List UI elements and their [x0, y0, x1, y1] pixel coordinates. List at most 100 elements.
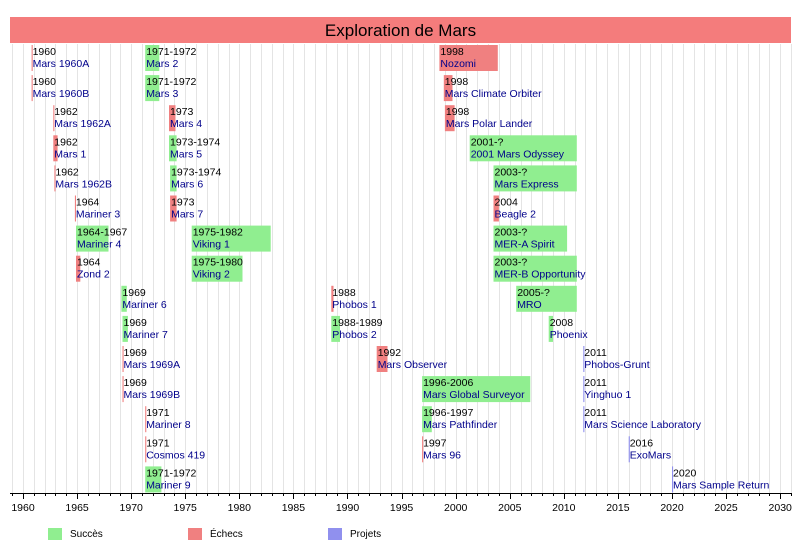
mission-dates-label: 2003-?	[495, 227, 528, 239]
mission-dates-label: 1971	[146, 437, 170, 449]
mission-dates-label: 1975-1982	[193, 227, 243, 239]
mission-name-label: Viking 2	[193, 269, 230, 281]
mission-bar	[121, 285, 127, 312]
mission-dates-label: 1988-1989	[332, 317, 382, 329]
mission-bar	[122, 346, 124, 372]
mission-dates-label: 1960	[33, 76, 57, 88]
mission-dates-label: 1971	[146, 407, 170, 419]
mission-bar	[444, 105, 455, 132]
mission-dates-label: 1988	[332, 287, 356, 299]
mission-bar	[145, 436, 147, 463]
mission-bar	[145, 45, 160, 71]
mission-dates-label: 2016	[630, 437, 654, 449]
mission-dates-label: 2011	[584, 407, 607, 419]
legend-swatch-failure	[188, 528, 202, 540]
mission-name-label: 2001 Mars Odyssey	[471, 148, 565, 160]
mission-name-label: Mariner 6	[122, 299, 167, 311]
x-tick-label: 1975	[174, 502, 198, 514]
x-tick-label: 1970	[120, 502, 144, 514]
mission-dates-label: 1964-1967	[77, 227, 127, 239]
mission-dates-label: 1998	[445, 76, 469, 88]
mission-dates-label: 1973-1974	[170, 136, 220, 148]
mission-name-label: Mariner 8	[146, 419, 191, 431]
mission-bar	[122, 376, 124, 403]
mission-bar	[628, 436, 630, 463]
mission-dates-label: 1973-1974	[171, 166, 221, 178]
mission-bar	[439, 45, 498, 71]
mission-bar	[422, 436, 424, 463]
x-tick-label: 2020	[660, 502, 684, 514]
mission-bar	[493, 195, 499, 222]
mission-name-label: Phobos 1	[332, 299, 377, 311]
mission-dates-label: 1964	[76, 197, 100, 209]
mission-bar	[74, 195, 76, 222]
mission-dates-label: 2003-?	[495, 166, 528, 178]
mission-dates-label: 1971-1972	[146, 467, 196, 479]
mission-name-label: Mars 3	[146, 88, 178, 100]
title-bar	[10, 17, 791, 43]
legend-swatch-success	[48, 528, 62, 540]
legend-label-success: Succès	[70, 529, 103, 540]
mission-bar	[145, 466, 162, 493]
x-tick-label: 1985	[282, 502, 306, 514]
mission-name-label: Zond 2	[77, 269, 110, 281]
mission-bar	[170, 165, 177, 192]
mission-bar	[493, 225, 568, 252]
mission-name-label: Mars 1962B	[55, 178, 112, 190]
mission-dates-label: 1962	[54, 136, 78, 148]
mission-bar	[583, 376, 585, 403]
mission-dates-label: 2008	[550, 317, 574, 329]
mission-name-label: Phoenix	[550, 329, 589, 341]
mission-name-label: Mariner 9	[146, 479, 191, 491]
mission-bar	[53, 105, 55, 132]
mission-bar	[493, 255, 577, 282]
mission-bar	[76, 225, 109, 252]
mission-name-label: Mars Science Laboratory	[584, 419, 701, 431]
mission-name-label: Mars Pathfinder	[423, 419, 498, 431]
mission-dates-label: 1971-1972	[146, 46, 196, 58]
mission-dates-label: 1962	[54, 106, 78, 118]
mission-bar	[170, 195, 177, 222]
x-tick-label: 2030	[769, 502, 793, 514]
mission-dates-label: 1975-1980	[193, 257, 243, 269]
mission-bar	[672, 466, 674, 493]
mission-name-label: Mars Express	[495, 178, 559, 190]
mission-name-label: Mars 7	[171, 209, 203, 221]
mission-bar	[376, 346, 388, 372]
mission-bar	[422, 376, 531, 403]
mission-name-label: Yinghuo 1	[584, 389, 631, 401]
mission-bar	[331, 285, 334, 312]
mission-dates-label: 1969	[124, 347, 148, 359]
mission-name-label: Mars Climate Orbiter	[445, 88, 542, 100]
mission-bar	[169, 135, 177, 162]
mission-bar	[469, 135, 577, 162]
mission-dates-label: 1969	[122, 287, 146, 299]
mission-dates-label: 2003-?	[495, 257, 528, 269]
mission-dates-label: 1996-2006	[423, 377, 473, 389]
mission-dates-label: 1992	[378, 347, 402, 359]
mission-dates-label: 1998	[440, 46, 464, 58]
mission-dates-label: 1973	[170, 106, 194, 118]
x-tick-label: 2025	[714, 502, 738, 514]
mission-name-label: Mars 5	[170, 148, 202, 160]
mission-name-label: Viking 1	[193, 239, 230, 251]
mission-dates-label: 1969	[124, 377, 148, 389]
mission-dates-label: 1969	[124, 317, 148, 329]
mission-bar	[122, 315, 128, 342]
mission-bar	[583, 406, 585, 433]
mission-dates-label: 2011	[584, 347, 607, 359]
mission-bar	[331, 315, 340, 342]
x-tick-label: 2010	[552, 502, 576, 514]
mission-dates-label: 1960	[33, 46, 57, 58]
mission-bars	[31, 45, 674, 493]
x-tick-label: 1995	[390, 502, 414, 514]
mission-bar	[493, 165, 577, 192]
mission-dates-label: 1973	[171, 197, 195, 209]
mission-name-label: Mars 1960B	[33, 88, 90, 100]
mission-bar	[31, 45, 33, 71]
x-tick-label: 2005	[498, 502, 522, 514]
mission-bar	[145, 75, 160, 102]
mission-bar	[516, 285, 577, 312]
mission-dates-label: 1998	[446, 106, 470, 118]
